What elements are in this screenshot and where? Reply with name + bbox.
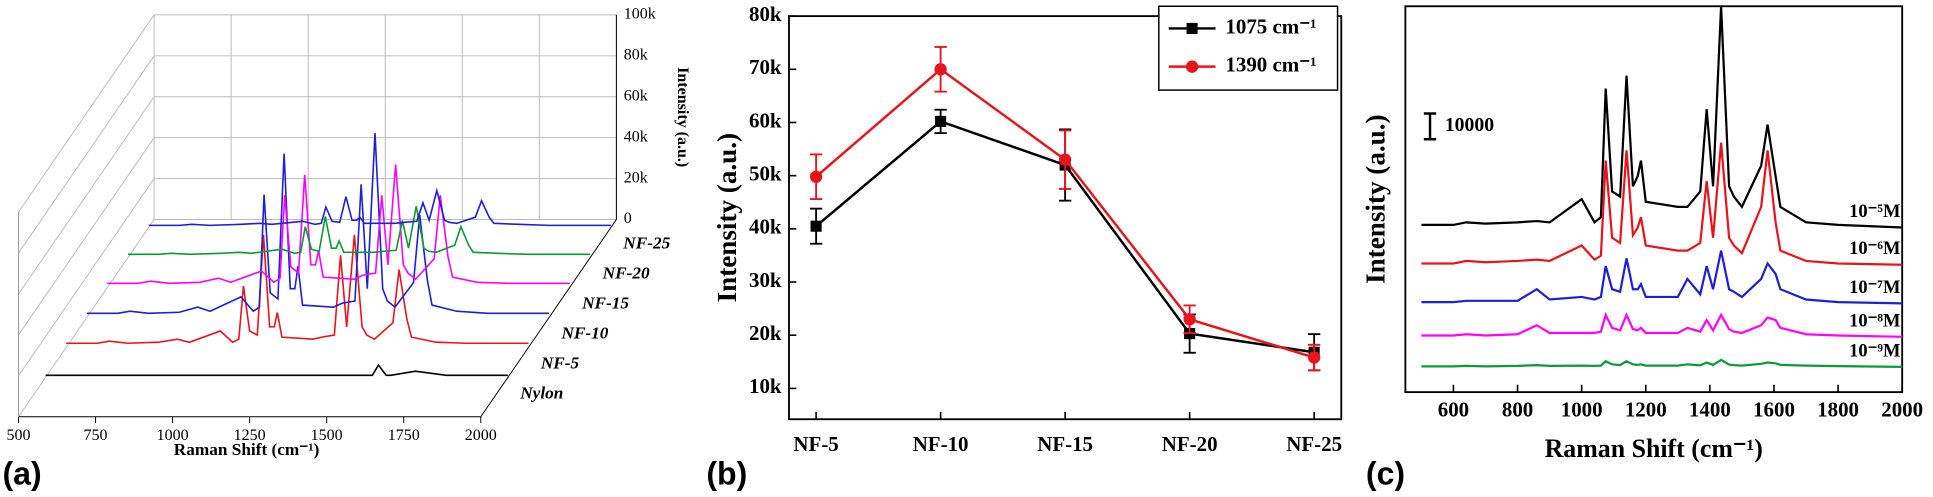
spectrum	[1421, 142, 1903, 266]
spectrum	[1421, 250, 1903, 305]
z-tick-label: 0	[624, 210, 632, 227]
spectrum	[128, 206, 591, 256]
series-label: 10⁻⁵M	[1849, 201, 1900, 221]
series-label: NF-5	[540, 354, 580, 373]
y-tick-label: 40k	[749, 215, 782, 239]
x-tick-label: NF-25	[1286, 432, 1342, 456]
spectrum	[45, 363, 508, 377]
x-tick-label: 1750	[388, 427, 420, 444]
legend-label: 1075 cm⁻¹	[1225, 14, 1316, 38]
series-label: NF-10	[560, 324, 608, 343]
y-tick-label: 30k	[749, 268, 782, 292]
z-tick-label: 20k	[624, 169, 649, 186]
series-label: NF-25	[622, 234, 670, 253]
panel-label: (b)	[706, 455, 747, 491]
series-label: NF-15	[581, 294, 629, 313]
y-tick-label: 70k	[749, 55, 782, 79]
x-tick-label: 750	[84, 427, 108, 444]
grid-line	[18, 96, 155, 295]
legend-marker	[1185, 60, 1199, 73]
x-tick-label: 1500	[311, 427, 343, 444]
x-tick-label: 1000	[157, 427, 189, 444]
x-tick-label: 1000	[1561, 398, 1603, 422]
panel-label: (c)	[1366, 455, 1405, 491]
legend-label: 1390 cm⁻¹	[1225, 52, 1316, 76]
spectrum	[66, 234, 529, 345]
series-label: NF-20	[602, 264, 650, 283]
x-tick-label: NF-20	[1162, 432, 1218, 456]
axis-line	[480, 219, 617, 418]
spectrum	[148, 187, 611, 227]
z-axis-title: Intensity (a.u.)	[674, 67, 691, 167]
scale-bar-label: 10000	[1445, 114, 1494, 136]
legend-box	[1158, 5, 1339, 91]
legend-marker	[1186, 22, 1198, 34]
x-tick-label: 1200	[1625, 398, 1667, 422]
grid-line	[18, 14, 155, 213]
grid-line	[18, 55, 155, 254]
marker	[1183, 313, 1196, 326]
plot-frame	[1404, 5, 1904, 394]
series-label: 10⁻⁶M	[1849, 238, 1900, 258]
x-tick-label: 500	[6, 427, 30, 444]
x-axis-title: Raman Shift (cm⁻¹)	[1545, 434, 1763, 463]
marker	[934, 63, 947, 76]
grid-line	[18, 178, 155, 377]
y-tick-label: 20k	[749, 321, 782, 345]
grid-line	[18, 219, 155, 418]
series-line	[815, 67, 1315, 359]
y-tick-label: 50k	[749, 161, 782, 185]
grid-line	[18, 137, 155, 336]
x-tick-label: 1250	[234, 427, 266, 444]
x-tick-label: NF-10	[913, 432, 969, 456]
spectrum	[1421, 311, 1903, 338]
z-tick-label: 40k	[624, 128, 649, 145]
x-tick-label: 2000	[1881, 398, 1923, 422]
x-tick-label: 1800	[1817, 398, 1859, 422]
y-axis-title: Intensity (a.u.)	[1360, 114, 1390, 283]
y-axis-title: Intensity (a.u.)	[712, 133, 742, 302]
panel-label: (a)	[2, 455, 41, 491]
x-tick-label: 800	[1502, 398, 1533, 422]
x-tick-label: 600	[1438, 398, 1469, 422]
marker	[935, 115, 947, 127]
x-axis-title: Raman Shift (cm⁻¹)	[174, 440, 320, 459]
x-tick-label: 1400	[1689, 398, 1731, 422]
x-tick-label: NF-15	[1037, 432, 1093, 456]
z-tick-label: 60k	[624, 87, 649, 104]
series-label: Nylon	[519, 384, 563, 403]
spectrum	[86, 133, 550, 315]
marker	[810, 220, 822, 232]
x-tick-label: 2000	[465, 427, 497, 444]
x-tick-label: NF-5	[793, 432, 838, 456]
series-label: 10⁻⁸M	[1849, 310, 1900, 330]
y-tick-label: 80k	[749, 2, 782, 26]
y-tick-label: 60k	[749, 108, 782, 132]
x-tick-label: 1600	[1753, 398, 1795, 422]
spectrum	[107, 164, 570, 285]
y-tick-label: 10k	[749, 374, 782, 398]
marker	[809, 170, 823, 183]
spectrum	[1421, 6, 1903, 229]
spectrum	[1421, 358, 1903, 369]
z-tick-label: 80k	[624, 46, 649, 63]
series-label: 10⁻⁹M	[1849, 340, 1900, 360]
series-label: 10⁻⁷M	[1849, 277, 1900, 297]
marker	[1058, 153, 1072, 166]
marker	[1307, 351, 1321, 364]
z-tick-label: 100k	[624, 6, 657, 23]
